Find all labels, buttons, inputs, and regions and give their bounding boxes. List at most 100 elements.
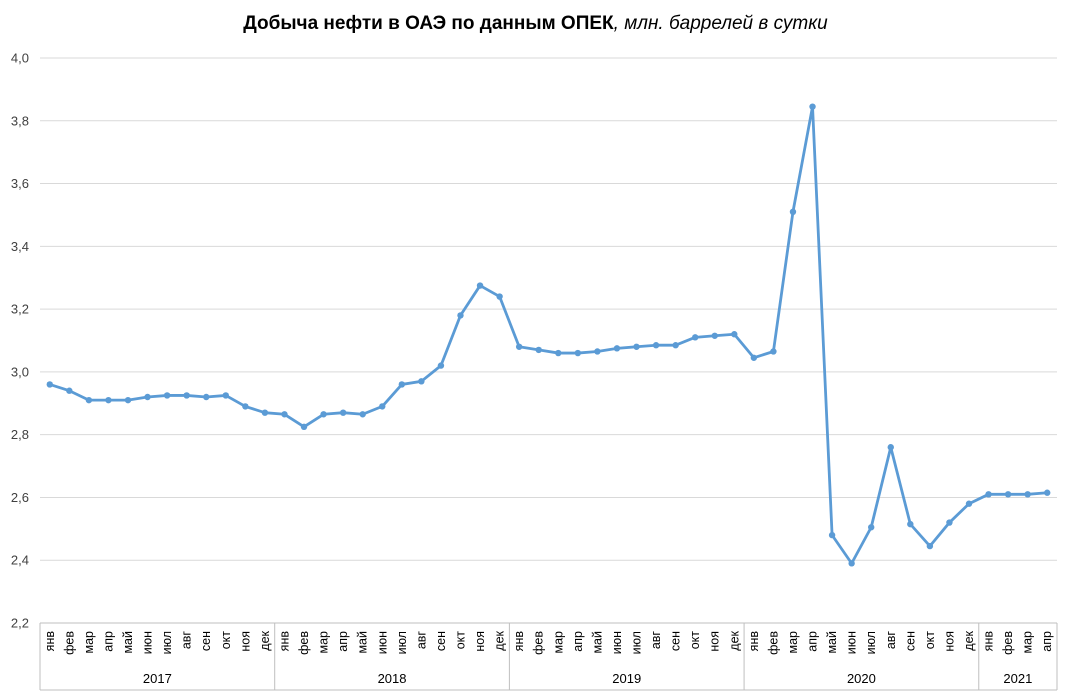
data-point [672,342,679,349]
data-point [163,392,171,399]
x-tick-label: июл [864,631,878,654]
x-tick-label: май [825,631,839,654]
data-point [1024,491,1031,498]
x-tick-label: фев [766,631,780,655]
x-tick-label: апр [101,631,115,652]
x-tick-label: мар [551,631,565,654]
y-axis-ticks: 2,2 2,4 2,6 2,8 3,0 3,2 3,4 3,6 3,8 4,0 [11,51,29,631]
data-point [926,542,934,550]
chart-subtitle: , млн. баррелей в сутки [613,13,828,34]
y-tick-label: 3,4 [11,239,29,254]
x-tick-label: апр [571,631,585,652]
x-tick-label: дек [727,630,741,650]
data-point [652,342,660,349]
year-label: 2021 [1003,671,1032,686]
y-tick-label: 3,6 [11,176,29,191]
data-point [946,519,953,526]
data-point [261,409,269,416]
x-axis-month-ticks: янв фев мар апр май июн июл авг сен окт ноя дек янв ф… [43,630,1054,654]
data-point [691,334,699,341]
x-tick-label: май [590,631,604,654]
year-label: 2018 [378,671,407,686]
y-tick-label: 3,2 [11,302,29,317]
data-point [574,349,582,357]
data-point [750,354,758,361]
data-point [731,331,738,338]
x-tick-label: сен [434,631,448,651]
x-tick-label: дек [258,630,272,650]
x-axis-year-ticks: 2017 2018 2019 2020 2021 [143,671,1032,686]
chart-title-main: Добыча нефти в ОАЭ по данным ОПЕК [243,13,614,34]
data-point [339,409,347,416]
data-point [222,392,229,399]
x-tick-label: дек [493,630,507,650]
x-tick-label: апр [806,631,820,652]
data-point [242,403,249,410]
x-tick-label: ноя [942,631,956,652]
x-tick-label: июн [375,631,389,654]
x-tick-label: июн [610,631,624,654]
x-tick-label: дек [962,630,976,650]
gridlines [40,57,1057,561]
data-point [203,393,210,401]
data-point [907,520,914,528]
x-tick-label: мар [786,631,800,654]
y-tick-label: 2,8 [11,427,29,442]
x-tick-label: июл [160,631,174,654]
series-line-group [48,105,1049,565]
data-point [85,396,93,404]
data-point [496,293,503,300]
data-point [809,103,816,110]
x-tick-label: сен [669,631,683,651]
data-point [418,378,425,385]
data-point [398,381,406,388]
data-point [711,332,718,339]
axes [39,622,1058,691]
x-tick-label: июн [845,631,859,654]
x-tick-label: ноя [238,631,252,652]
x-tick-label: сен [199,631,213,651]
x-tick-label: май [356,631,370,654]
data-point [320,411,327,418]
data-point [379,403,386,410]
year-label: 2020 [847,671,876,686]
data-point [594,348,601,355]
data-point [887,444,894,451]
data-point [105,396,112,404]
x-tick-label: ноя [708,631,722,652]
x-tick-label: авг [180,631,194,650]
data-point [476,282,484,289]
data-point [144,393,151,401]
data-point [868,524,875,531]
x-tick-label: мар [317,631,331,654]
data-point [555,349,562,357]
data-point [613,345,621,352]
x-tick-label: окт [923,631,937,650]
series-line [48,105,1049,565]
data-point [965,500,973,507]
data-point [437,362,445,369]
x-tick-label: фев [297,631,311,655]
data-point [300,423,308,431]
x-tick-label: июл [630,631,644,654]
year-label: 2017 [143,671,172,686]
x-tick-label: июл [395,631,409,654]
data-point [457,312,464,319]
x-tick-label: апр [1040,631,1054,652]
x-tick-label: ноя [473,631,487,652]
y-tick-label: 2,2 [11,616,29,631]
data-point [515,343,523,350]
data-point [183,392,190,399]
y-tick-label: 4,0 [11,51,29,66]
y-tick-label: 3,8 [11,113,29,128]
x-tick-label: авг [414,631,428,650]
data-point [535,346,542,354]
x-tick-label: окт [453,631,467,650]
data-point [1004,491,1012,498]
x-tick-label: сен [903,631,917,651]
x-tick-label: окт [219,631,233,650]
x-tick-label: мар [1021,631,1035,654]
y-tick-label: 3,0 [11,364,29,379]
data-point [789,208,797,216]
data-point [985,491,992,498]
